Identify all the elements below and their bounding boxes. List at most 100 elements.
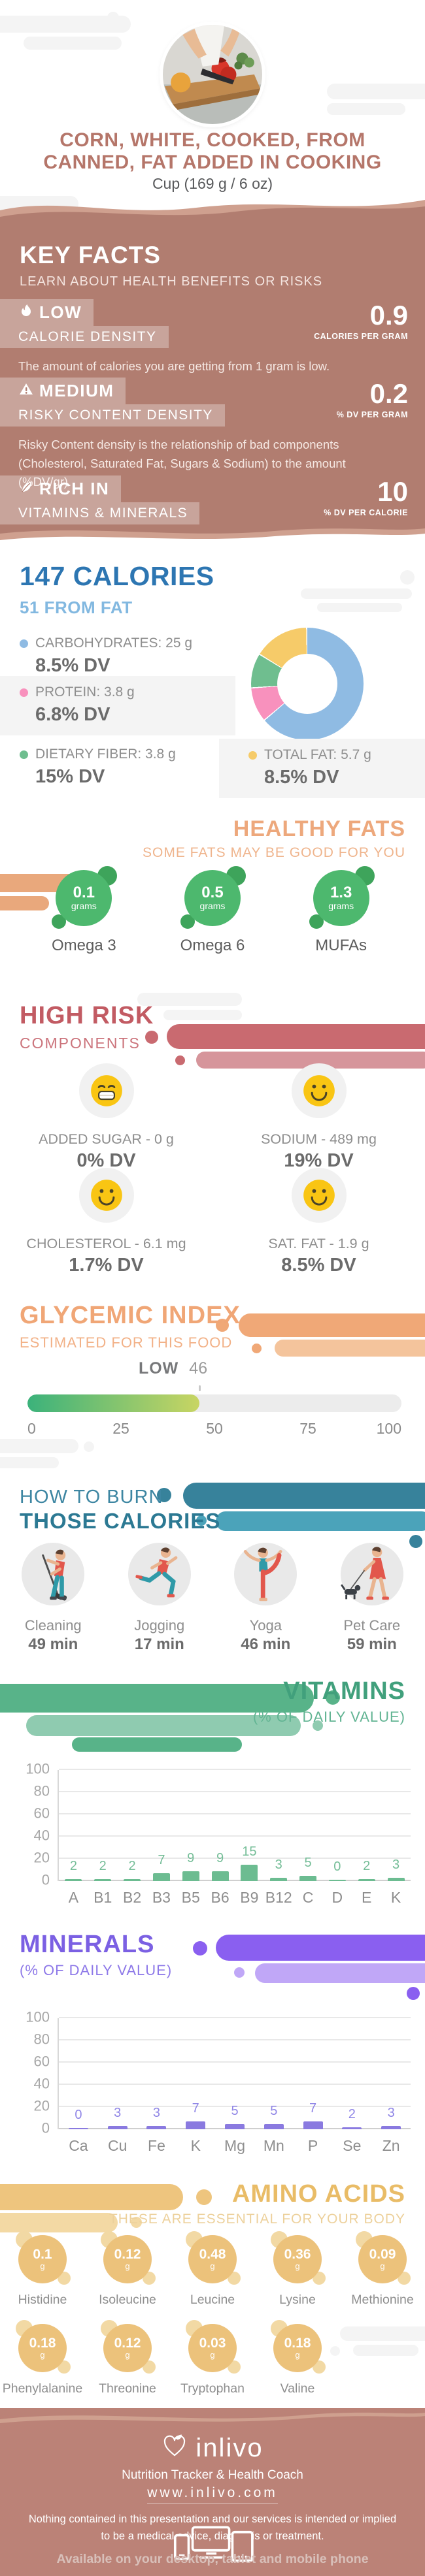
flame-icon <box>18 303 34 322</box>
decor-blob-teal <box>157 1488 171 1502</box>
sat-fat-label: SAT. FAT - 1.9 g <box>268 1236 369 1251</box>
label: Valine <box>280 2381 315 2396</box>
decor-blob-red <box>145 1031 158 1044</box>
unit: g <box>295 2350 300 2360</box>
serving-size: Cup (169 g / 6 oz) <box>152 175 273 192</box>
calories-section: 147 CALORIES 51 FROM FAT CARBOHYDRATES: … <box>0 551 425 810</box>
healthy-fats-subtitle: SOME FATS MAY BE GOOD FOR YOU <box>142 845 405 860</box>
decor-blob-orange <box>216 1319 229 1332</box>
legend-label: TOTAL FAT: 5.7 g <box>264 747 371 762</box>
decor-blob-orange <box>239 1313 425 1337</box>
minerals-title: MINERALS <box>20 1931 155 1958</box>
decor-blob-orange <box>0 896 49 910</box>
smile-face-icon <box>78 1168 134 1223</box>
activity-pet-care: Pet Care 59 min <box>319 1543 425 1654</box>
decor-blob-red <box>167 1024 425 1049</box>
histidine-item: 0.1 g Histidine <box>0 2231 85 2308</box>
tick-100: 100 <box>376 1420 401 1437</box>
disclaimer: Nothing contained in this presentation a… <box>26 2511 399 2545</box>
tick-25: 25 <box>112 1420 129 1437</box>
added-sugar-dv: 0% DV <box>76 1150 136 1171</box>
amino-acids-subtitle: THESE ARE ESSENTIAL FOR YOUR BODY <box>109 2212 405 2227</box>
calories-title: 147 CALORIES <box>20 561 214 591</box>
vitamins-bar-B1: 2 B1 <box>94 1858 112 1906</box>
sodium-label: SODIUM - 489 mg <box>261 1131 377 1147</box>
gridline-60: 60 <box>34 1805 411 1822</box>
added-sugar-card: ADDED SUGAR - 0 g 0% DV <box>0 1063 212 1172</box>
fact-value: 0.9 <box>369 300 408 330</box>
decor-blob-gold <box>0 2184 183 2210</box>
devices-icon <box>0 2526 425 2566</box>
unit: g <box>380 2261 385 2271</box>
sodium-card: SODIUM - 489 mg 19% DV <box>212 1063 425 1172</box>
fact-label: RISKY CONTENT DENSITY <box>18 408 213 423</box>
label: Threonine <box>99 2381 156 2396</box>
unit: g <box>210 2261 215 2271</box>
decor-blob-gold <box>131 2217 142 2228</box>
activity-cleaning: Cleaning 49 min <box>0 1543 107 1654</box>
gridline-100: 100 <box>26 1761 411 1777</box>
gridline-40: 40 <box>34 2076 411 2092</box>
omega6-item: 0.5 grams Omega 6 <box>154 866 271 955</box>
fact-label-chip: VITAMINS & MINERALS <box>0 502 200 524</box>
gridline-20: 20 <box>34 1850 411 1866</box>
label: Isoleucine <box>99 2293 156 2307</box>
decor-blob-red <box>175 1055 185 1065</box>
fact-rich-in-vitamins: RICH IN VITAMINS & MINERALS 10 % DV PER … <box>0 475 408 524</box>
decor-blob-teal <box>216 1511 425 1531</box>
minerals-chart: 100 80 60 40 20 0 0 Ca 3 Cu 3 Fe 7 K 5 Mg 5 Mn 7 P 2 Se 3 Zn <box>13 2009 417 2155</box>
activity-label: Cleaning <box>24 1617 82 1634</box>
decor-blob <box>317 603 402 612</box>
burn-title-line2: THOSE CALORIES <box>20 1509 221 1533</box>
decor-blob-purple <box>193 1941 207 1956</box>
decor-blob-gold <box>196 2189 212 2205</box>
vitamins-plot: 100 80 60 40 20 0 2 A 2 B1 2 B2 7 B3 9 B5 9 B6 15 B9 3 B12 5 C 0… <box>26 1761 411 1906</box>
label: Lysine <box>279 2293 316 2307</box>
glycemic-index-section: GLYCEMIC INDEX ESTIMATED FOR THIS FOOD L… <box>0 1296 425 1483</box>
added-sugar-label: ADDED SUGAR - 0 g <box>39 1131 174 1147</box>
healthy-fats-section: HEALTHY FATS SOME FATS MAY BE GOOD FOR Y… <box>0 810 425 993</box>
decor-blob <box>327 84 425 99</box>
pet-care-icon <box>340 1543 403 1605</box>
mufas-unit: grams <box>328 901 354 911</box>
calories-from-fat: 51 FROM FAT <box>20 598 133 617</box>
value: 0.48 <box>199 2247 226 2262</box>
vitamins-bar-B12: 3 B12 <box>265 1857 292 1906</box>
burn-title-line1: HOW TO BURN <box>20 1487 163 1507</box>
fact-label-chip: RISKY CONTENT DENSITY <box>0 404 225 427</box>
wave-divider <box>0 2412 425 2427</box>
decor-blob-purple <box>407 1987 420 2000</box>
footer-section: inlivo Nutrition Tracker & Health Coach … <box>0 2408 425 2576</box>
vitamins-bar-B5: 9 B5 <box>181 1850 200 1906</box>
vitamins-title: VITAMINS <box>283 1677 405 1705</box>
minerals-bar-Mg: 5 Mg <box>224 2103 245 2155</box>
omega3-label: Omega 3 <box>51 937 116 954</box>
legend-dietary-fiber: DIETARY FIBER: 3.8 g 15% DV <box>20 747 176 788</box>
mufas-item: 1.3 grams MUFAs <box>282 866 400 955</box>
disclaimer-line1: Nothing contained in this presentation a… <box>28 2513 397 2525</box>
website-link[interactable]: www.inlivo.com <box>0 2485 425 2504</box>
vitamins-section: VITAMINS (% OF DAILY VALUE) 100 80 60 40 20 0… <box>0 1672 425 1927</box>
fact-label: CALORIE DENSITY <box>18 329 157 344</box>
methionine-item: 0.09 g Methionine <box>340 2231 425 2308</box>
vitamins-bar-B6: 9 B6 <box>211 1850 230 1906</box>
decor-blob <box>330 2346 340 2356</box>
glycemic-title: GLYCEMIC INDEX <box>20 1302 241 1329</box>
healthy-fats-title: HEALTHY FATS <box>233 816 405 841</box>
key-facts-title: KEY FACTS <box>20 242 161 268</box>
minerals-bar-Fe: 3 Fe <box>146 2105 167 2154</box>
glycemic-level: LOW <box>138 1359 179 1377</box>
unit: g <box>125 2350 130 2360</box>
mufas-value: 1.3 <box>330 884 352 901</box>
fact-description: The amount of calories you are getting f… <box>18 359 330 373</box>
leaf-icon <box>18 479 34 498</box>
mufas-label: MUFAs <box>315 937 367 954</box>
activity-minutes: 17 min <box>134 1635 184 1653</box>
heart-leaf-logo-icon <box>162 2433 188 2462</box>
cholesterol-label: CHOLESTEROL - 6.1 mg <box>26 1236 186 1251</box>
